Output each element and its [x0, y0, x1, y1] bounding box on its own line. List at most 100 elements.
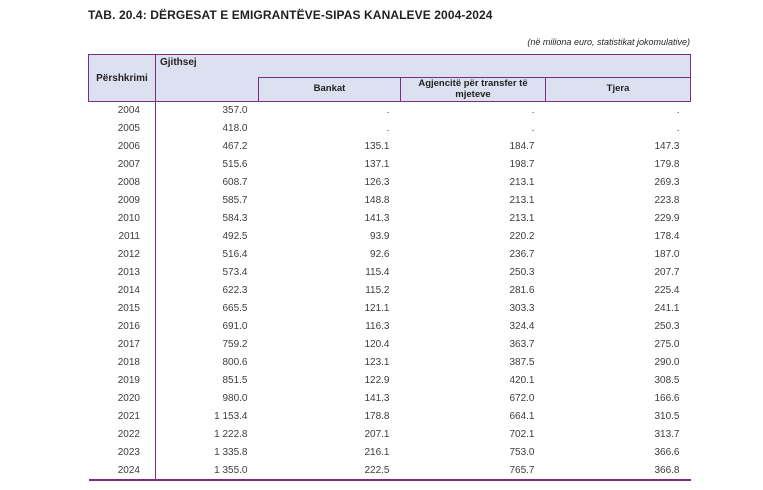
value-cell: . — [676, 123, 680, 134]
table-row: 2022 1 222.8 207.1 702.1 313.7 — [88, 425, 691, 444]
value-cell: 366.8 — [545, 461, 691, 481]
year-cell: 2020 — [88, 389, 156, 408]
year-cell: 2024 — [88, 461, 156, 481]
year-cell: 2006 — [88, 137, 156, 156]
value-cell: 584.3 — [222, 213, 248, 224]
value-cell: 241.1 — [654, 303, 680, 314]
value-cell: 198.7 — [509, 159, 535, 170]
value-cell: 691.0 — [222, 321, 248, 332]
column-header-pershkrimi: Përshkrimi — [88, 54, 156, 102]
value-cell: 420.1 — [509, 375, 535, 386]
value-cell: 126.3 — [364, 177, 390, 188]
value-cell: 980.0 — [222, 393, 248, 404]
value-cell: 92.6 — [370, 249, 390, 260]
value-cell: . — [386, 105, 390, 117]
value-cell: 250.3 — [654, 321, 680, 332]
value-cell: 281.6 — [509, 285, 535, 296]
value-cell: 178.8 — [364, 411, 390, 422]
value-cell: 275.0 — [654, 339, 680, 350]
year-cell: 2011 — [88, 227, 156, 246]
value-cell: 116.3 — [365, 321, 390, 332]
value-cell: 357.0 — [222, 105, 248, 117]
value-cell: 516.4 — [222, 249, 248, 260]
value-cell: 363.7 — [509, 339, 535, 350]
value-cell: 418.0 — [222, 123, 248, 134]
year-cell: 2008 — [88, 173, 156, 192]
year-cell: 2009 — [88, 191, 156, 210]
value-cell: 123.1 — [364, 357, 390, 368]
year-cell: 2016 — [88, 317, 156, 336]
table-row: 2024 1 355.0 222.5 765.7 366.8 — [88, 461, 691, 481]
value-cell: 179.8 — [654, 159, 680, 170]
value-cell: 147.3 — [654, 141, 680, 152]
value-cell: 324.4 — [509, 321, 535, 332]
value-cell: 310.5 — [654, 411, 680, 422]
value-cell: 1 222.8 — [214, 429, 248, 440]
value-cell: 93.9 — [370, 231, 390, 242]
value-cell: 115.2 — [365, 285, 390, 296]
value-cell: 223.8 — [654, 195, 680, 206]
value-cell: . — [531, 123, 535, 134]
column-header-tjera: Tjera — [545, 77, 691, 102]
value-cell: 122.9 — [364, 375, 390, 386]
value-cell: 672.0 — [509, 393, 535, 404]
value-cell: 608.7 — [222, 177, 248, 188]
value-cell: 759.2 — [222, 339, 248, 350]
table-header: Përshkrimi Gjithsej Bankat Agjencitë për… — [88, 54, 691, 102]
table-row: 2004 357.0... — [88, 101, 691, 120]
page-title: TAB. 20.4: DËRGESAT E EMIGRANTËVE-SIPAS … — [88, 8, 493, 22]
table-row: 2020 980.0 141.3 672.0 166.6 — [88, 389, 691, 408]
table-row: 2019 851.5 122.9 420.1 308.5 — [88, 371, 691, 390]
header-spacer-cell — [155, 77, 259, 102]
year-cell: 2014 — [88, 281, 156, 300]
value-cell: . — [676, 105, 680, 117]
year-cell: 2010 — [88, 209, 156, 228]
value-cell: 664.1 — [509, 411, 535, 422]
year-cell: 2023 — [88, 443, 156, 462]
value-cell: 1 355.0 — [155, 461, 259, 481]
year-cell: 2019 — [88, 371, 156, 390]
value-cell: 115.4 — [365, 267, 390, 278]
value-cell: 250.3 — [509, 267, 535, 278]
value-cell: 467.2 — [222, 141, 248, 152]
year-cell: 2012 — [88, 245, 156, 264]
table-row: 2007 515.6 137.1 198.7 179.8 — [88, 155, 691, 174]
value-cell: 622.3 — [222, 285, 248, 296]
year-cell: 2021 — [88, 407, 156, 426]
column-header-bankat: Bankat — [258, 77, 401, 102]
year-cell: 2005 — [88, 119, 156, 138]
document-page: TAB. 20.4: DËRGESAT E EMIGRANTËVE-SIPAS … — [88, 0, 691, 481]
table-row: 2014 622.3 115.2 281.6 225.4 — [88, 281, 691, 300]
value-cell: 178.4 — [654, 231, 680, 242]
remittances-by-channel-table: Përshkrimi Gjithsej Bankat Agjencitë për… — [88, 54, 691, 481]
value-cell: 213.1 — [509, 213, 535, 224]
table-row: 2013 573.4 115.4 250.3 207.7 — [88, 263, 691, 282]
year-cell: 2007 — [88, 155, 156, 174]
table-row: 2018 800.6 123.1 387.5 290.0 — [88, 353, 691, 372]
value-cell: 313.7 — [654, 429, 680, 440]
value-cell: 135.1 — [364, 141, 390, 152]
value-cell: 269.3 — [654, 177, 680, 188]
table-row: 2005 418.0... — [88, 119, 691, 138]
value-cell: 148.8 — [364, 195, 390, 206]
value-cell: 120.4 — [364, 339, 390, 350]
table-row: 2011 492.5 93.9 220.2 178.4 — [88, 227, 691, 246]
table-row: 2023 1 335.8 216.1 753.0 366.6 — [88, 443, 691, 462]
table-row: 2010 584.3 141.3 213.1 229.9 — [88, 209, 691, 228]
table-row: 2021 1 153.4 178.8 664.1 310.5 — [88, 407, 691, 426]
year-cell: 2004 — [88, 101, 156, 120]
table-row: 2016 691.0 116.3 324.4 250.3 — [88, 317, 691, 336]
year-cell: 2018 — [88, 353, 156, 372]
value-cell: 141.3 — [364, 213, 390, 224]
table-row: 2015 665.5 121.1 303.3 241.1 — [88, 299, 691, 318]
table-row: 2006 467.2 135.1 184.7 147.3 — [88, 137, 691, 156]
table-row: 2009 585.7 148.8 213.1 223.8 — [88, 191, 691, 210]
value-cell: 1 335.8 — [214, 447, 248, 458]
column-header-agjencite-per-transfer: Agjencitë për transfer të mjeteve — [400, 77, 546, 102]
table-row: 2008 608.7 126.3 213.1 269.3 — [88, 173, 691, 192]
value-cell: 492.5 — [222, 231, 248, 242]
column-header-gjithsej: Gjithsej — [155, 54, 691, 78]
value-cell: 187.0 — [654, 249, 680, 260]
value-cell: 229.9 — [654, 213, 680, 224]
value-cell: 387.5 — [509, 357, 535, 368]
